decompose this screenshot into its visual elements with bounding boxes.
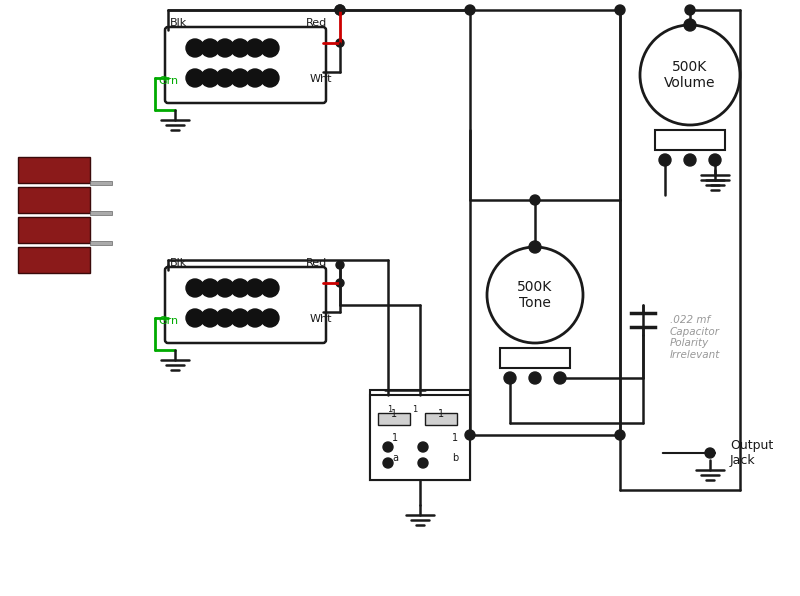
Text: 500K
Tone: 500K Tone	[518, 280, 553, 310]
Text: Red: Red	[306, 18, 327, 28]
Text: Wht: Wht	[310, 314, 333, 324]
Circle shape	[336, 279, 344, 287]
Text: 500K
Volume: 500K Volume	[664, 60, 716, 90]
Circle shape	[216, 309, 234, 327]
Circle shape	[261, 39, 279, 57]
FancyBboxPatch shape	[406, 402, 424, 416]
Circle shape	[529, 241, 541, 253]
Circle shape	[216, 39, 234, 57]
Circle shape	[261, 279, 279, 297]
Circle shape	[246, 69, 264, 87]
Circle shape	[231, 69, 249, 87]
Text: 1: 1	[391, 409, 397, 419]
Circle shape	[186, 309, 204, 327]
Circle shape	[615, 5, 625, 15]
Circle shape	[201, 69, 219, 87]
Circle shape	[246, 309, 264, 327]
Circle shape	[201, 279, 219, 297]
Bar	[90, 211, 112, 215]
Circle shape	[216, 279, 234, 297]
Circle shape	[231, 39, 249, 57]
Circle shape	[685, 5, 695, 15]
Bar	[500, 348, 570, 368]
Text: 1: 1	[387, 405, 393, 414]
FancyBboxPatch shape	[165, 267, 326, 343]
Bar	[378, 413, 410, 425]
Circle shape	[246, 39, 264, 57]
Bar	[655, 130, 725, 150]
Circle shape	[231, 309, 249, 327]
Circle shape	[186, 279, 204, 297]
Bar	[370, 395, 470, 480]
Circle shape	[504, 372, 516, 384]
Text: Blk: Blk	[170, 258, 187, 268]
Bar	[425, 413, 457, 425]
Bar	[18, 217, 90, 243]
Circle shape	[418, 458, 428, 468]
Circle shape	[659, 154, 671, 166]
Text: Wht: Wht	[310, 74, 333, 84]
Text: .022 mf
Capacitor
Polarity
Irrelevant: .022 mf Capacitor Polarity Irrelevant	[670, 315, 720, 360]
Circle shape	[246, 279, 264, 297]
Circle shape	[415, 450, 425, 460]
Text: 1: 1	[412, 405, 418, 414]
Circle shape	[418, 442, 428, 452]
Bar	[18, 247, 90, 273]
Circle shape	[385, 450, 395, 460]
Circle shape	[385, 435, 395, 445]
Text: b: b	[452, 453, 458, 463]
Bar	[370, 390, 470, 480]
Circle shape	[554, 372, 566, 384]
Circle shape	[335, 5, 345, 15]
Circle shape	[709, 154, 721, 166]
Text: 1: 1	[392, 433, 398, 443]
Text: Grn: Grn	[158, 316, 178, 326]
FancyBboxPatch shape	[165, 27, 326, 103]
Bar	[90, 241, 112, 245]
FancyBboxPatch shape	[381, 402, 399, 416]
Circle shape	[261, 69, 279, 87]
Circle shape	[335, 5, 345, 15]
Bar	[90, 181, 112, 185]
Text: Red: Red	[306, 258, 327, 268]
Text: 1: 1	[438, 409, 444, 419]
Circle shape	[529, 372, 541, 384]
Circle shape	[684, 19, 696, 31]
Circle shape	[216, 69, 234, 87]
Circle shape	[186, 39, 204, 57]
Circle shape	[261, 309, 279, 327]
Circle shape	[465, 5, 475, 15]
Circle shape	[415, 435, 425, 445]
Circle shape	[231, 279, 249, 297]
Circle shape	[615, 430, 625, 440]
Text: a: a	[392, 453, 398, 463]
Text: Blk: Blk	[170, 18, 187, 28]
Bar	[375, 455, 465, 465]
Circle shape	[530, 195, 540, 205]
Circle shape	[465, 430, 475, 440]
Circle shape	[186, 69, 204, 87]
Circle shape	[383, 442, 393, 452]
Text: 1: 1	[452, 433, 458, 443]
Bar	[375, 435, 465, 445]
Circle shape	[705, 448, 715, 458]
Circle shape	[201, 39, 219, 57]
Text: Grn: Grn	[158, 76, 178, 86]
Circle shape	[336, 261, 344, 269]
Circle shape	[487, 247, 583, 343]
Circle shape	[201, 309, 219, 327]
Bar	[18, 157, 90, 183]
Circle shape	[684, 154, 696, 166]
Circle shape	[640, 25, 740, 125]
Bar	[18, 187, 90, 213]
Circle shape	[383, 458, 393, 468]
Text: Output
Jack: Output Jack	[730, 439, 774, 467]
Circle shape	[336, 39, 344, 47]
